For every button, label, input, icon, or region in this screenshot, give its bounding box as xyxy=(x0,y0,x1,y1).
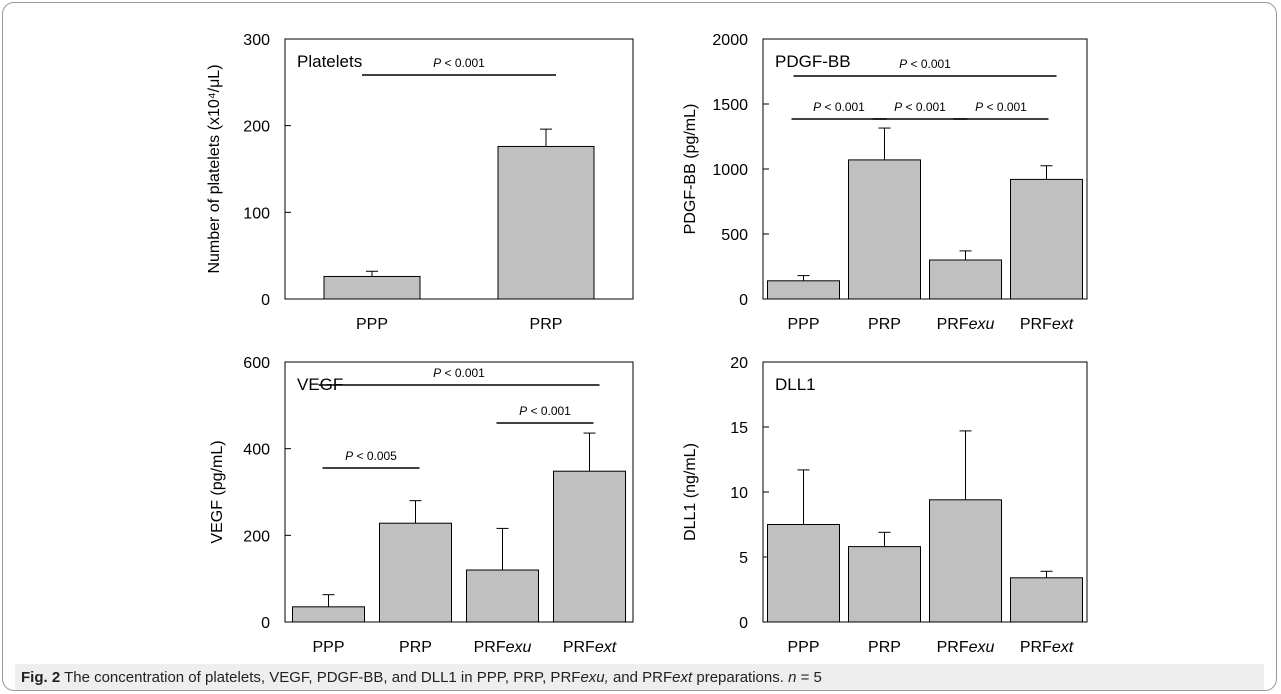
y-tick-label: 600 xyxy=(243,355,270,372)
figure-caption: Fig. 2 The concentration of platelets, V… xyxy=(15,664,1264,690)
x-tick-label: PPP xyxy=(787,639,819,656)
y-axis-label: VEGF (pg/mL) xyxy=(209,440,226,543)
bar xyxy=(497,145,595,300)
y-tick-label: 100 xyxy=(243,205,270,222)
bar xyxy=(848,546,921,623)
bar xyxy=(323,275,421,300)
bar xyxy=(466,569,539,623)
sig-label: P < 0.001 xyxy=(519,404,571,418)
y-tick-label: 500 xyxy=(721,227,748,244)
x-tick-label: PPP xyxy=(787,316,819,333)
panel-label: PDGF-BB xyxy=(775,52,851,71)
x-tick-label: PRP xyxy=(530,316,563,333)
plot-frame xyxy=(284,38,634,300)
bar xyxy=(379,522,452,623)
y-axis-label: DLL1 (ng/mL) xyxy=(682,443,699,541)
y-tick-label: 200 xyxy=(243,528,270,545)
bar xyxy=(929,259,1002,300)
x-tick-label: PRFext xyxy=(563,639,617,656)
caption-italic-3: n xyxy=(788,669,797,686)
y-tick-label: 1500 xyxy=(712,97,748,114)
chart-panel-pdgf-bb: 0 500 1000 1500 2000 PDGF-BB (pg/mL) PDGF-BB PP… xyxy=(682,32,1088,333)
x-tick-label: PPP xyxy=(312,639,344,656)
x-tick-label: PRP xyxy=(868,639,901,656)
y-tick-label: 1000 xyxy=(712,162,748,179)
bar xyxy=(848,159,921,300)
sig-label: P < 0.001 xyxy=(899,57,951,71)
x-tick-label: PRFexu xyxy=(474,639,532,656)
bar xyxy=(929,499,1002,623)
x-tick-label: PRP xyxy=(399,639,432,656)
panel-label: Platelets xyxy=(297,52,362,71)
y-tick-label: 0 xyxy=(739,292,748,309)
bar xyxy=(767,280,840,300)
y-tick-label: 10 xyxy=(730,485,748,502)
bar xyxy=(553,470,626,623)
sig-label: P < 0.001 xyxy=(975,100,1027,114)
x-tick-label: PPP xyxy=(356,316,388,333)
bar xyxy=(292,606,365,623)
sig-label: P < 0.005 xyxy=(345,449,397,463)
x-tick-label: PRP xyxy=(868,316,901,333)
y-tick-label: 20 xyxy=(730,355,748,372)
chart-panel-dll1: 0 5 10 15 20 DLL1 (ng/mL) DLL1 PPP PRP PRFexu PRFe… xyxy=(682,355,1088,656)
panel-label: DLL1 xyxy=(775,375,816,394)
caption-text-3: preparations. xyxy=(692,669,789,686)
y-tick-label: 15 xyxy=(730,420,748,437)
caption-text-1: The concentration of platelets, VEGF, PD… xyxy=(60,669,581,686)
sig-label: P < 0.001 xyxy=(813,100,865,114)
y-tick-label: 5 xyxy=(739,550,748,567)
bar xyxy=(767,524,840,623)
x-tick-label: PRFext xyxy=(1020,639,1074,656)
sig-label: P < 0.001 xyxy=(433,366,485,380)
sig-label: P < 0.001 xyxy=(433,56,485,70)
x-tick-label: PRFexu xyxy=(937,316,995,333)
caption-text-2: and PRF xyxy=(608,669,673,686)
y-axis-label: PDGF-BB (pg/mL) xyxy=(682,104,699,235)
sig-label: P < 0.001 xyxy=(894,100,946,114)
y-tick-label: 0 xyxy=(261,615,270,632)
y-axis-label: Number of platelets (x10⁴/μL) xyxy=(206,64,223,273)
x-tick-label: PRFexu xyxy=(937,639,995,656)
chart-panel-platelets: 0 100 200 300 Number of platelets (x10⁴/μL) P… xyxy=(206,32,634,333)
bar xyxy=(1010,178,1083,300)
plot-frame xyxy=(284,361,634,623)
y-tick-label: 0 xyxy=(739,615,748,632)
y-tick-label: 2000 xyxy=(712,32,748,49)
caption-italic-1: exu, xyxy=(580,669,609,686)
caption-label: Fig. 2 xyxy=(21,669,61,686)
y-tick-label: 300 xyxy=(243,32,270,49)
y-tick-label: 0 xyxy=(261,292,270,309)
bar xyxy=(1010,577,1083,623)
y-tick-label: 200 xyxy=(243,119,270,136)
caption-italic-2: ext xyxy=(672,669,693,686)
y-tick-label: 400 xyxy=(243,442,270,459)
caption-text-4: = 5 xyxy=(796,669,822,686)
x-tick-label: PRFext xyxy=(1020,316,1074,333)
